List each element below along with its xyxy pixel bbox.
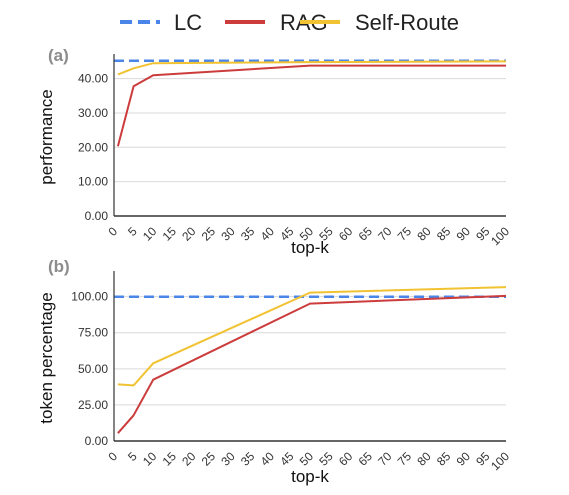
x-tick-label: 65 — [356, 449, 376, 469]
y-tick-label: 100.00 — [71, 290, 108, 304]
x-tick-label: 10 — [140, 449, 160, 469]
x-tick-label: 0 — [105, 224, 120, 239]
x-tick-label: 35 — [238, 449, 258, 469]
x-tick-label: 55 — [316, 449, 336, 469]
x-tick-label: 30 — [218, 449, 238, 469]
y-axis-title: performance — [37, 89, 56, 184]
x-axis-title: top-k — [291, 238, 329, 257]
x-tick-label: 100 — [488, 449, 512, 473]
x-tick-label: 25 — [199, 224, 219, 244]
y-tick-label: 0.00 — [85, 209, 109, 223]
x-tick-label: 70 — [375, 449, 395, 469]
x-tick-label: 50 — [297, 449, 317, 469]
y-tick-label: 30.00 — [78, 106, 108, 120]
x-axis-title: top-k — [291, 467, 329, 486]
y-tick-label: 20.00 — [78, 140, 108, 154]
x-tick-label: 80 — [414, 224, 434, 244]
x-tick-label: 0 — [105, 449, 120, 464]
x-tick-label: 90 — [454, 449, 474, 469]
panel-label: (b) — [48, 257, 70, 276]
y-tick-label: 40.00 — [78, 72, 108, 86]
legend-label-lc: LC — [174, 10, 202, 35]
panel-label: (a) — [48, 46, 69, 65]
x-tick-label: 25 — [199, 449, 219, 469]
panel-a: 0.00 10.00 20.00 30.00 40.00 0 5 10 15 20 25 30 35 40… — [37, 46, 512, 257]
x-tick-label: 20 — [179, 449, 199, 469]
x-tick-label: 15 — [160, 449, 180, 469]
x-tick-label: 60 — [336, 224, 356, 244]
x-tick-label: 35 — [238, 224, 258, 244]
x-tick-label: 40 — [258, 224, 278, 244]
x-tick-label: 10 — [140, 224, 160, 244]
x-tick-label: 70 — [375, 224, 395, 244]
x-tick-label: 15 — [160, 224, 180, 244]
x-tick-label: 90 — [454, 224, 474, 244]
x-tick-label: 40 — [258, 449, 278, 469]
series-line-self-route — [117, 286, 507, 387]
legend: LC RAG Self-Route — [120, 10, 459, 35]
x-tick-label: 45 — [277, 449, 297, 469]
series-line-rag — [117, 294, 507, 434]
x-tick-label: 20 — [179, 224, 199, 244]
y-tick-label: 75.00 — [78, 326, 108, 340]
x-tick-label: 60 — [336, 449, 356, 469]
x-tick-label: 85 — [434, 449, 454, 469]
y-tick-label: 0.00 — [85, 434, 109, 448]
series-line-rag — [116, 64, 506, 147]
x-tick-label: 75 — [395, 449, 415, 469]
x-tick-label: 100 — [488, 224, 512, 248]
y-axis-title: token percentage — [37, 292, 56, 423]
y-tick-label: 50.00 — [78, 362, 108, 376]
y-tick-label: 10.00 — [78, 175, 108, 189]
x-tick-label: 30 — [218, 224, 238, 244]
y-tick-label: 25.00 — [78, 398, 108, 412]
x-tick-label: 85 — [434, 224, 454, 244]
x-tick-label: 75 — [395, 224, 415, 244]
x-tick-label: 80 — [414, 449, 434, 469]
legend-label-self-route: Self-Route — [355, 10, 459, 35]
x-tick-label: 65 — [356, 224, 376, 244]
series-line-self-route — [117, 60, 507, 76]
x-tick-label: 5 — [125, 224, 140, 239]
x-tick-label: 5 — [125, 449, 140, 464]
